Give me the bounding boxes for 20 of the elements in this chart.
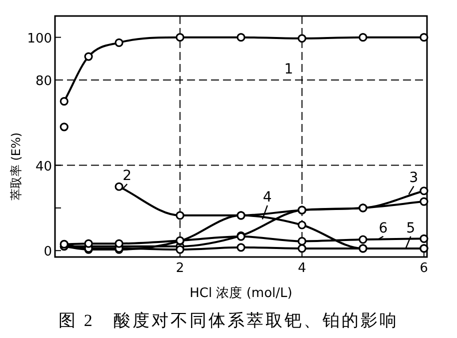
y-tick-label: 100	[27, 31, 52, 46]
legend-label: 5	[406, 220, 416, 236]
y-tick-label: 80	[35, 74, 52, 89]
x-tick-label: 6	[420, 261, 428, 276]
y-tick-label: 0	[44, 244, 52, 260]
series-name: 2	[122, 168, 132, 190]
series-name: 1	[284, 61, 294, 78]
series-name: 4	[262, 189, 272, 220]
series-label: 6	[378, 220, 388, 236]
series-name: 5	[405, 220, 416, 249]
series-name: 3	[408, 170, 418, 195]
series-label: 3	[409, 170, 418, 186]
series-label: 2	[122, 168, 132, 184]
series-label: 4	[262, 189, 272, 206]
x-tick-label: 2	[176, 261, 184, 276]
x-axis-title: HCl 浓度 (mol/L)	[190, 285, 292, 301]
y-tick-label: 40	[35, 159, 52, 174]
text: 图 2 酸度对不同体系萃取钯、铂的影响	[58, 311, 398, 330]
x-tick-label: 4	[298, 261, 306, 276]
y-axis-title: 萃取率 (E%)	[9, 132, 23, 201]
